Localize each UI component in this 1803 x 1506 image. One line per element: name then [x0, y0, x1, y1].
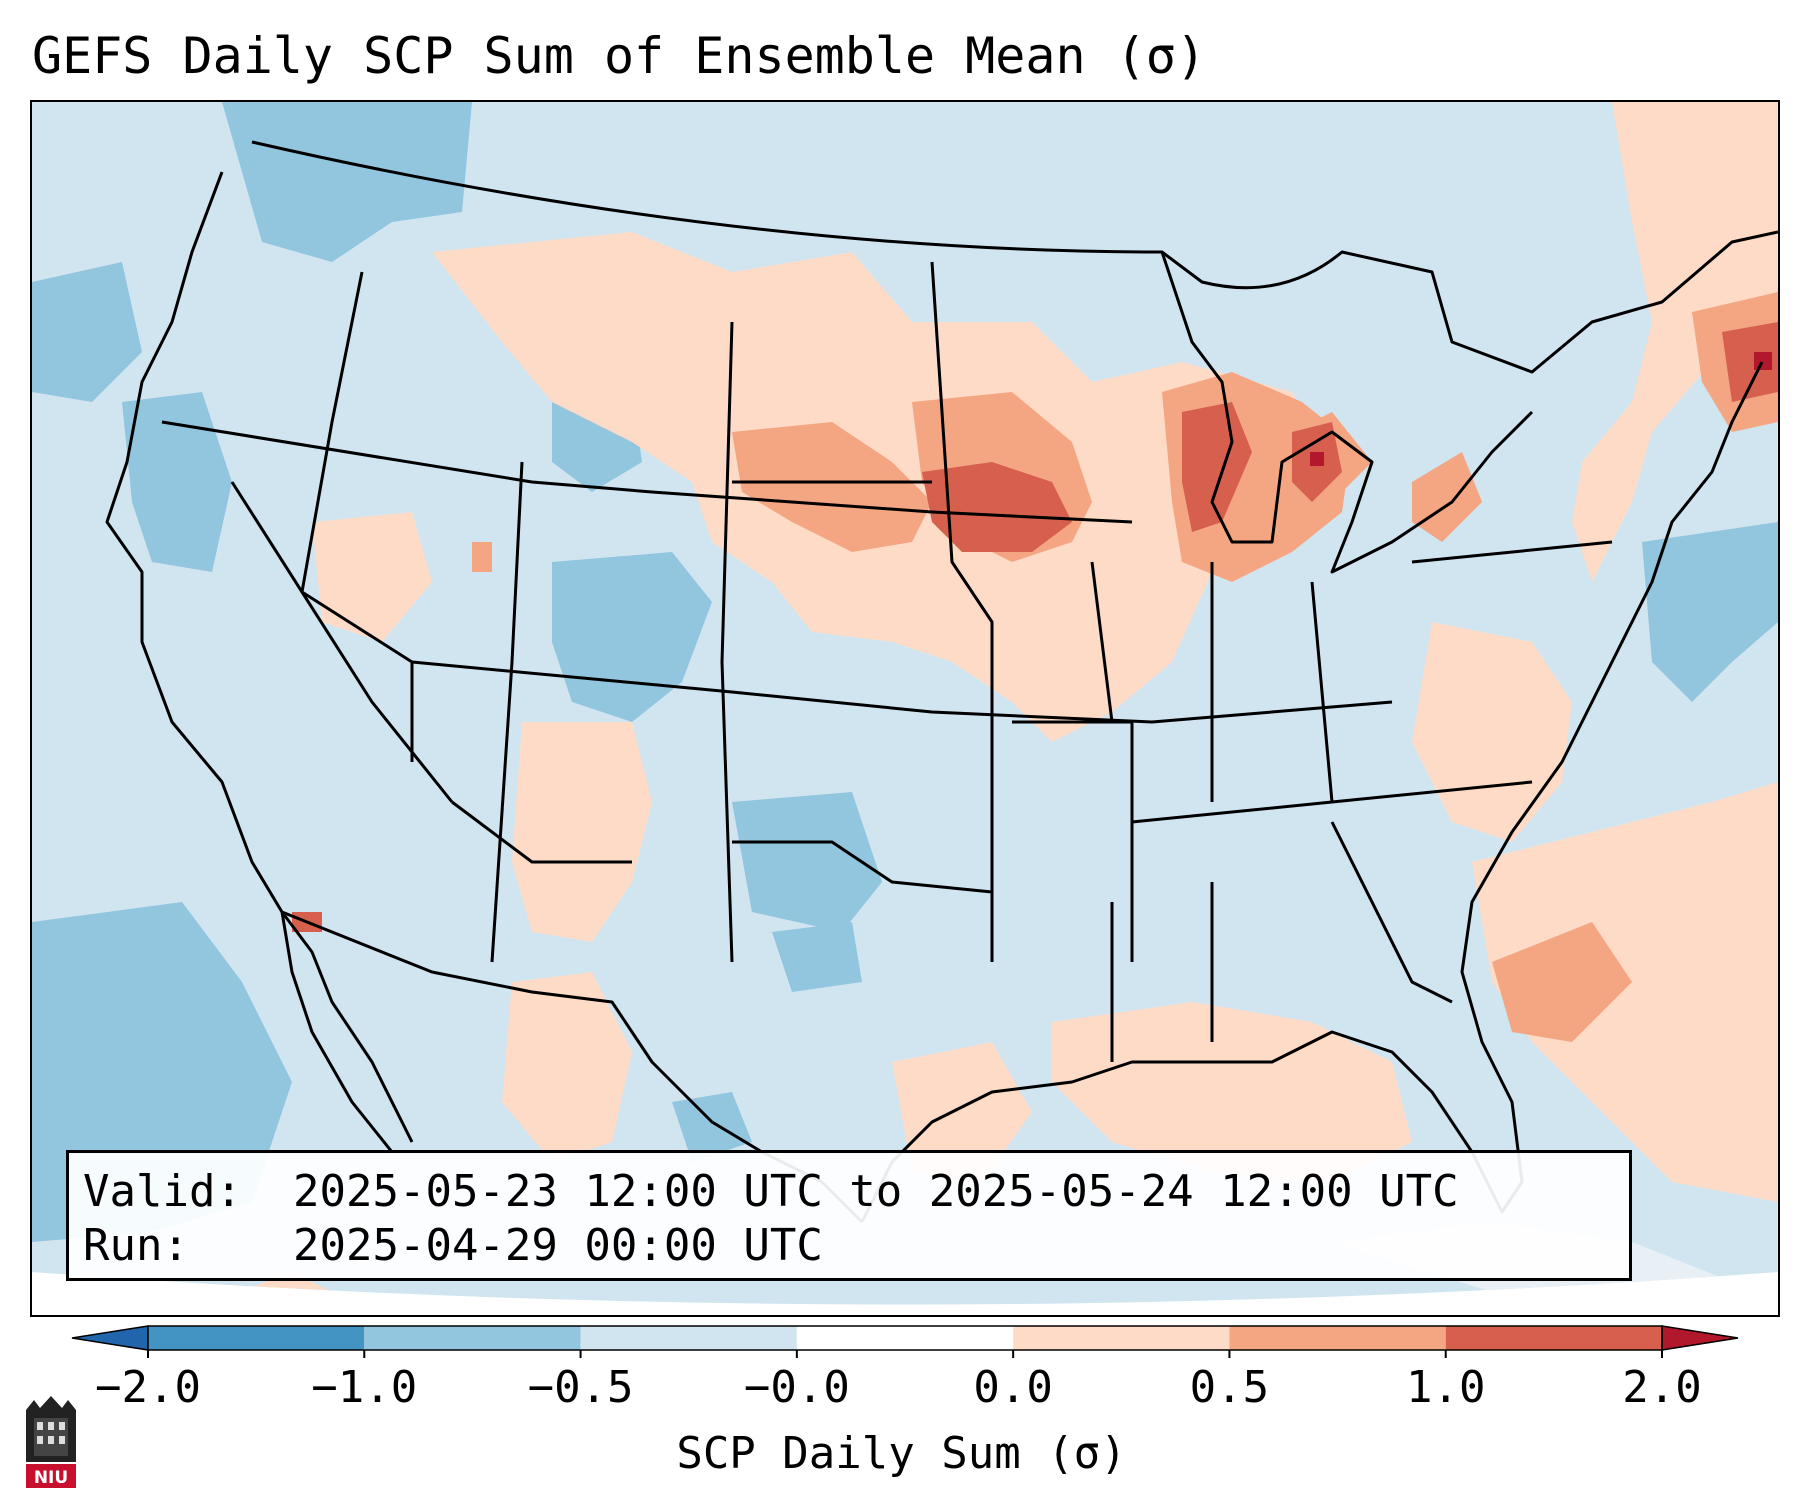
colorbar-tick-label: 1.0 [1405, 1362, 1486, 1413]
mexico-north-patch [502, 972, 632, 1162]
carolina-offshore-patch [1492, 922, 1632, 1042]
valid-row: Valid: 2025-05-23 12:00 UTC to 2025-05-2… [83, 1165, 1615, 1219]
ca-nv-line [230, 481, 454, 803]
great-lakes-outline [1160, 251, 1534, 574]
colorbar-segment [1445, 1326, 1662, 1350]
colorbar-label: SCP Daily Sum (σ) [676, 1428, 1127, 1479]
ar-line [1012, 720, 1134, 962]
scp-map [32, 102, 1778, 1305]
state-line-n1 [161, 420, 1133, 524]
niu-logo-icon: NIU [26, 1396, 76, 1488]
pacific-northwest-patch [222, 102, 472, 262]
pacific-nw-offshore-patch [32, 262, 142, 402]
new-england-peak-patch [1722, 322, 1778, 402]
canada-border [251, 140, 1778, 374]
run-value: 2025-04-29 00:00 UTC [293, 1220, 823, 1271]
co-ks-line [720, 321, 734, 963]
il-line [1090, 561, 1114, 723]
dark-positive-patches [292, 322, 1778, 932]
colorbar-tick-label: 0.5 [1189, 1362, 1270, 1413]
logo-text: NIU [34, 1468, 68, 1488]
colorbar-segment [364, 1326, 581, 1350]
colorbar [71, 1325, 1739, 1358]
colorbar-tick-label: 0.0 [973, 1362, 1053, 1413]
state-line-mid [411, 660, 1393, 724]
baja-coast [280, 911, 394, 1153]
colorbar-segment [1013, 1326, 1230, 1350]
northeast-patch [1572, 102, 1778, 582]
california-inland-patch [122, 392, 232, 572]
texas-west-patch [732, 792, 882, 932]
ok-tx-line [732, 840, 993, 894]
map-panel[interactable] [30, 100, 1780, 1317]
new-england-max-cell [1754, 352, 1772, 370]
oh-pa-line [1310, 581, 1334, 803]
darkest-positive-patches [1310, 352, 1772, 466]
valid-run-box: Valid: 2025-05-23 12:00 UTC to 2025-05-2… [66, 1150, 1632, 1281]
nv-ut-lines [300, 271, 414, 762]
michigan-max-cell [1310, 452, 1324, 466]
run-key: Run: [83, 1220, 189, 1271]
colorbar-outline [147, 1325, 1663, 1351]
nevada-patch [312, 512, 432, 642]
al-ga-line [1330, 821, 1453, 1004]
mexico-patch [672, 1092, 752, 1162]
atlantic-southeast-patch [1472, 782, 1778, 1202]
pa-ny-line [1411, 540, 1613, 564]
valid-value: 2025-05-23 12:00 UTC to 2025-05-24 12:00… [293, 1166, 1459, 1217]
colorbar-tick-label: −0.5 [527, 1362, 634, 1413]
negative-anomaly-patches [32, 102, 1778, 1242]
colorbar-tick-label: 2.0 [1622, 1362, 1702, 1413]
west-coast [105, 171, 414, 1143]
colorbar-segment [796, 1326, 1014, 1350]
nebraska-sd-patch [732, 422, 932, 552]
colorbar-segment [148, 1326, 365, 1350]
run-row: Run: 2025-04-29 00:00 UTC [83, 1219, 1615, 1273]
colorbar-tick-label: −1.0 [311, 1362, 418, 1413]
colorbar-tick-label: −2.0 [95, 1362, 201, 1413]
map-title: GEFS Daily SCP Sum of Ensemble Mean (σ) [32, 27, 1206, 85]
ut-co-line [490, 461, 524, 963]
colorbar-segment [580, 1326, 797, 1350]
mn-ia-line [930, 261, 994, 962]
texas-coast-patch [892, 1042, 1032, 1182]
atlantic-offshore-patch [1642, 522, 1778, 702]
az-nm-line [451, 800, 632, 864]
upper-midwest-peak-patch [922, 462, 1072, 552]
colorbar-tick-label: −0.0 [743, 1362, 850, 1413]
new-mexico-patch [512, 722, 652, 942]
gulf-patch [1052, 1002, 1412, 1182]
utah-small-patch [472, 542, 492, 572]
lake-ontario-patch [1412, 452, 1482, 542]
texas-central-patch [772, 922, 862, 992]
colorbar-extend-low [71, 1325, 149, 1351]
light-positive-patches [212, 102, 1778, 1302]
valid-key: Valid: [83, 1166, 242, 1217]
mid-atlantic-patch [1412, 622, 1572, 842]
colorbar-segment [1229, 1326, 1446, 1350]
lake-michigan-peak-patch [1182, 402, 1252, 532]
colorbar-extend-high [1661, 1325, 1739, 1351]
